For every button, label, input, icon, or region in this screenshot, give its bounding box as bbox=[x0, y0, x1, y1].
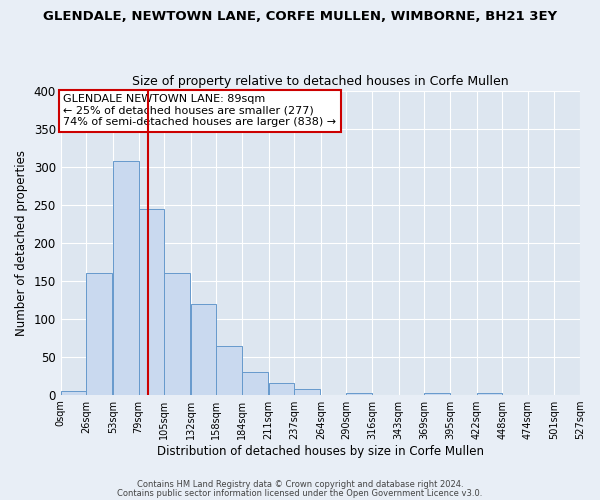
Bar bbox=[346, 393, 372, 394]
Bar bbox=[61, 391, 86, 394]
X-axis label: Distribution of detached houses by size in Corfe Mullen: Distribution of detached houses by size … bbox=[157, 444, 484, 458]
Text: GLENDALE NEWTOWN LANE: 89sqm
← 25% of detached houses are smaller (277)
74% of s: GLENDALE NEWTOWN LANE: 89sqm ← 25% of de… bbox=[63, 94, 337, 128]
Bar bbox=[476, 393, 502, 394]
Y-axis label: Number of detached properties: Number of detached properties bbox=[15, 150, 28, 336]
Bar bbox=[191, 304, 217, 394]
Text: Contains HM Land Registry data © Crown copyright and database right 2024.: Contains HM Land Registry data © Crown c… bbox=[137, 480, 463, 489]
Bar bbox=[242, 372, 268, 394]
Text: GLENDALE, NEWTOWN LANE, CORFE MULLEN, WIMBORNE, BH21 3EY: GLENDALE, NEWTOWN LANE, CORFE MULLEN, WI… bbox=[43, 10, 557, 23]
Bar bbox=[424, 393, 450, 394]
Bar bbox=[139, 208, 164, 394]
Bar bbox=[86, 273, 112, 394]
Title: Size of property relative to detached houses in Corfe Mullen: Size of property relative to detached ho… bbox=[132, 76, 509, 88]
Bar bbox=[113, 161, 139, 394]
Bar bbox=[217, 346, 242, 395]
Text: Contains public sector information licensed under the Open Government Licence v3: Contains public sector information licen… bbox=[118, 489, 482, 498]
Bar bbox=[164, 273, 190, 394]
Bar bbox=[294, 388, 320, 394]
Bar bbox=[269, 383, 294, 394]
